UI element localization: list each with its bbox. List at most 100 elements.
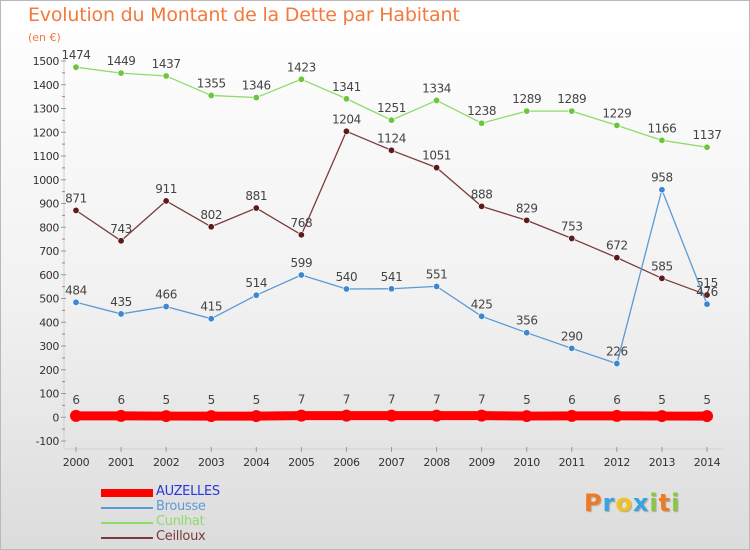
data-point-brousse <box>342 285 350 293</box>
data-label-auzelles: 5 <box>208 393 215 407</box>
data-label-cunlhat: 1334 <box>422 81 451 95</box>
y-tick-label: 300 <box>39 340 59 353</box>
data-label-cunlhat: 1289 <box>512 92 541 106</box>
x-tick-label: 2009 <box>468 456 495 469</box>
data-point-brousse <box>72 298 80 306</box>
data-point-cunlhat <box>297 75 305 83</box>
x-tick-label: 2006 <box>333 456 360 469</box>
data-point-brousse <box>568 344 576 352</box>
data-point-brousse <box>613 360 621 368</box>
data-label-brousse: 290 <box>561 329 583 343</box>
data-label-cunlhat: 1166 <box>647 121 676 135</box>
data-label-cunlhat: 1437 <box>152 57 181 71</box>
data-label-auzelles: 6 <box>117 393 124 407</box>
data-point-auzelles <box>475 409 488 422</box>
data-point-cunlhat <box>162 72 170 80</box>
data-label-brousse: 599 <box>290 256 312 270</box>
y-tick-label: 1300 <box>33 103 60 116</box>
y-tick-label: 900 <box>39 198 59 211</box>
data-point-auzelles <box>295 409 308 422</box>
data-label-auzelles: 6 <box>613 393 620 407</box>
data-label-auzelles: 7 <box>433 393 440 407</box>
data-label-auzelles: 6 <box>568 393 575 407</box>
data-label-ceilloux: 911 <box>155 182 177 196</box>
data-label-cunlhat: 1423 <box>287 60 316 74</box>
data-label-auzelles: 7 <box>388 393 395 407</box>
data-point-brousse <box>703 300 711 308</box>
data-label-brousse: 514 <box>245 276 267 290</box>
x-tick-label: 2001 <box>108 456 134 469</box>
data-label-brousse: 476 <box>696 285 718 299</box>
data-point-brousse <box>207 315 215 323</box>
data-label-brousse: 958 <box>651 171 673 185</box>
logo-letter: i <box>671 489 681 517</box>
y-tick-label: 1200 <box>33 126 60 139</box>
x-tick-label: 2000 <box>63 456 90 469</box>
data-label-ceilloux: 768 <box>290 216 312 230</box>
data-point-ceilloux <box>478 202 486 210</box>
data-point-auzelles <box>385 409 398 422</box>
y-tick-label: 1000 <box>33 174 60 187</box>
data-point-cunlhat <box>433 96 441 104</box>
legend-label: Ceilloux <box>156 529 206 544</box>
y-tick-label: 400 <box>39 316 59 329</box>
data-point-cunlhat <box>117 69 125 77</box>
data-label-cunlhat: 1346 <box>242 79 271 93</box>
data-label-auzelles: 5 <box>253 393 260 407</box>
data-label-auzelles: 6 <box>72 393 79 407</box>
logo-letter: o <box>615 489 633 517</box>
data-label-cunlhat: 1238 <box>467 104 496 118</box>
data-point-ceilloux <box>117 237 125 245</box>
data-point-cunlhat <box>478 119 486 127</box>
data-point-auzelles <box>70 409 82 422</box>
data-point-auzelles <box>701 410 713 423</box>
x-tick-label: 2008 <box>423 456 450 469</box>
data-point-brousse <box>117 310 125 318</box>
y-tick-label: 200 <box>39 364 59 377</box>
data-point-ceilloux <box>342 127 350 135</box>
data-point-auzelles <box>565 409 578 422</box>
data-label-auzelles: 7 <box>478 393 485 407</box>
data-label-auzelles: 5 <box>703 393 710 407</box>
data-point-ceilloux <box>72 206 80 214</box>
data-point-auzelles <box>655 410 668 423</box>
x-tick-label: 2011 <box>559 456 585 469</box>
data-label-brousse: 356 <box>516 314 538 328</box>
data-point-cunlhat <box>568 107 576 115</box>
data-point-ceilloux <box>568 234 576 242</box>
data-label-cunlhat: 1449 <box>107 54 136 68</box>
data-point-cunlhat <box>252 94 260 102</box>
chart-subtitle: (en €) <box>28 31 61 44</box>
x-tick-label: 2002 <box>153 456 179 469</box>
y-tick-label: 800 <box>39 221 59 234</box>
x-tick-label: 2004 <box>243 456 270 469</box>
data-point-brousse <box>297 271 305 279</box>
y-tick-label: 600 <box>39 269 59 282</box>
legend-swatch <box>101 537 153 539</box>
data-label-ceilloux: 1051 <box>422 149 451 163</box>
data-label-ceilloux: 1204 <box>332 112 361 126</box>
data-label-cunlhat: 1229 <box>602 106 631 120</box>
data-label-ceilloux: 802 <box>200 208 222 222</box>
logo-letter: x <box>632 489 650 517</box>
data-label-ceilloux: 672 <box>606 239 628 253</box>
data-label-brousse: 466 <box>155 288 177 302</box>
proxiti-logo: Proxiti <box>584 489 680 517</box>
data-label-ceilloux: 743 <box>110 222 132 236</box>
legend-label: Cunlhat <box>156 514 205 529</box>
legend-label: AUZELLES <box>156 484 220 499</box>
data-point-auzelles <box>430 409 443 422</box>
data-label-ceilloux: 881 <box>245 189 267 203</box>
data-label-ceilloux: 515 <box>696 276 718 290</box>
y-tick-label: 100 <box>39 388 59 401</box>
data-point-cunlhat <box>658 136 666 144</box>
data-label-ceilloux: 753 <box>561 219 583 233</box>
data-point-ceilloux <box>162 197 170 205</box>
data-label-ceilloux: 829 <box>516 201 538 215</box>
data-label-cunlhat: 1474 <box>62 48 91 62</box>
data-point-ceilloux <box>523 216 531 224</box>
y-tick-label: 1400 <box>33 79 60 92</box>
data-label-cunlhat: 1137 <box>693 128 722 142</box>
data-label-auzelles: 5 <box>163 393 170 407</box>
